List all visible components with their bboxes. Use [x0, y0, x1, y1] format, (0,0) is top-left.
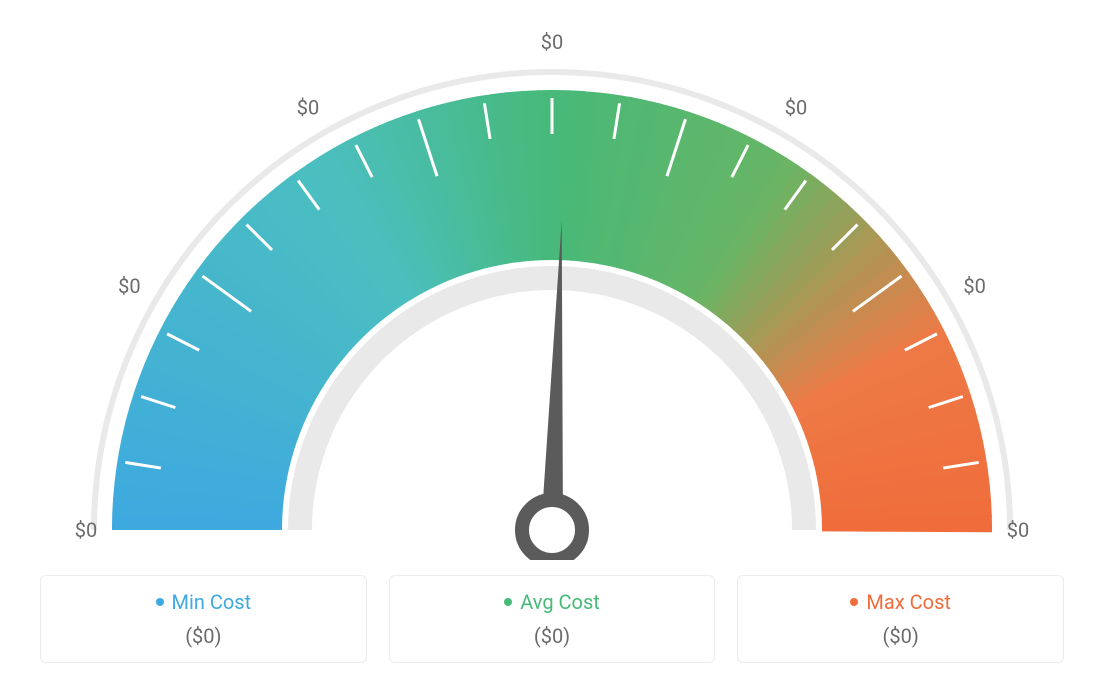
- legend-value-avg: ($0): [400, 624, 705, 648]
- gauge-tick-label: $0: [75, 518, 97, 542]
- legend-row: Min Cost ($0) Avg Cost ($0) Max Cost ($0…: [40, 575, 1064, 663]
- gauge-tick-label: $0: [297, 95, 319, 119]
- legend-label: Max Cost: [866, 590, 951, 614]
- legend-value-max: ($0): [748, 624, 1053, 648]
- legend-title-min: Min Cost: [156, 590, 252, 614]
- gauge-tick-label: $0: [541, 30, 563, 54]
- legend-label: Avg Cost: [520, 590, 600, 614]
- legend-card-avg: Avg Cost ($0): [389, 575, 716, 663]
- gauge-tick-label: $0: [963, 274, 985, 298]
- dot-icon: [504, 598, 512, 606]
- legend-card-min: Min Cost ($0): [40, 575, 367, 663]
- legend-title-avg: Avg Cost: [504, 590, 600, 614]
- gauge-svg: $0 $0 $0 $0 $0 $0 $0: [0, 0, 1104, 560]
- gauge-tick-label: $0: [1007, 518, 1029, 542]
- gauge-chart: $0 $0 $0 $0 $0 $0 $0: [0, 0, 1104, 560]
- legend-card-max: Max Cost ($0): [737, 575, 1064, 663]
- dot-icon: [850, 598, 858, 606]
- gauge-tick-label: $0: [118, 274, 140, 298]
- legend-value-min: ($0): [51, 624, 356, 648]
- legend-label: Min Cost: [172, 590, 252, 614]
- legend-title-max: Max Cost: [850, 590, 951, 614]
- dot-icon: [156, 598, 164, 606]
- gauge-tick-label: $0: [785, 95, 807, 119]
- gauge-hub: [522, 500, 582, 560]
